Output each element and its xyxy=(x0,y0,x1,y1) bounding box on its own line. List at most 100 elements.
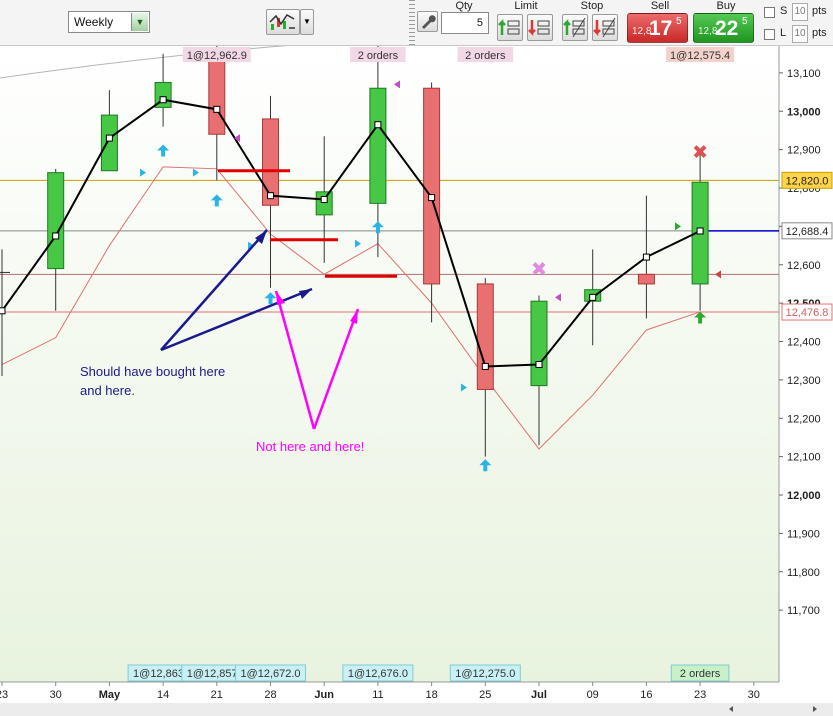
x-tick-label: 18 xyxy=(425,689,437,701)
x-tick-label: 30 xyxy=(50,689,62,701)
candle-body xyxy=(47,172,65,270)
annotation-arrow xyxy=(160,229,268,351)
candle-body xyxy=(208,53,226,135)
close-point-marker xyxy=(320,196,328,204)
y-tick-label: 12,300 xyxy=(787,375,821,387)
x-tick-label: 16 xyxy=(640,689,652,701)
close-point-marker xyxy=(213,105,221,113)
order-label: 2 orders xyxy=(358,50,399,62)
price-level-label: 12,820.0 xyxy=(786,175,829,187)
x-tick-label: 28 xyxy=(264,689,276,701)
price-chart[interactable]: 13,20013,10013,00012,90012,80012,70012,6… xyxy=(0,46,833,716)
stop-buy-button[interactable] xyxy=(562,14,588,41)
close-point-marker xyxy=(428,194,436,202)
annotation-arrow xyxy=(160,287,313,352)
chart-type-icon xyxy=(269,14,295,30)
buy-arrow-icon xyxy=(479,459,492,472)
timeframe-value: Weekly xyxy=(74,15,114,29)
order-label: 1@12,863.0 xyxy=(133,668,193,680)
price-axis xyxy=(779,46,833,716)
sell-price-prefix: 12,8 xyxy=(632,26,652,37)
quantity-input[interactable]: 5 xyxy=(441,12,489,34)
sell-price-main: 17 xyxy=(649,17,673,40)
order-label: 1@12,575.4 xyxy=(670,50,730,62)
close-point-marker xyxy=(481,362,489,370)
candle-body xyxy=(530,300,548,387)
order-label-box[interactable] xyxy=(350,47,406,62)
buy-price-prefix: 12,8 xyxy=(698,26,718,37)
limit-checkbox[interactable] xyxy=(764,29,775,40)
close-price-line xyxy=(1,98,701,368)
order-label-box[interactable] xyxy=(670,664,730,682)
buy-arrow-icon xyxy=(264,292,277,305)
signal-triangle-icon xyxy=(555,293,561,302)
x-tick-label: May xyxy=(99,689,121,701)
time-axis xyxy=(0,682,779,702)
annotation-arrowhead xyxy=(255,230,267,244)
x-tick-label: 30 xyxy=(748,689,760,701)
candle-body xyxy=(262,118,279,206)
candle-body xyxy=(637,273,655,285)
y-tick-label: 12,200 xyxy=(787,413,821,425)
x-tick-label: Jul xyxy=(531,689,547,701)
close-point-marker xyxy=(267,192,274,200)
x-tick-label: 14 xyxy=(157,689,169,701)
price-level-label-box xyxy=(781,303,833,321)
x-tick-label: 25 xyxy=(479,689,491,701)
trading-toolbar: Weekly ▼ ▼ Qty 5 Limit xyxy=(0,0,833,46)
y-tick-label: 11,700 xyxy=(787,605,820,617)
candle-body xyxy=(476,283,494,390)
stop-checkbox-label: S xyxy=(780,5,788,17)
sell-cross-icon xyxy=(693,145,707,158)
annotation-arrowhead xyxy=(276,291,285,305)
buy-price-fraction: 5 xyxy=(742,16,748,27)
order-label-box[interactable] xyxy=(235,664,306,682)
order-label-box[interactable] xyxy=(666,47,735,62)
signal-triangle-icon xyxy=(715,270,721,279)
sell-label: Sell xyxy=(650,0,670,12)
close-point-marker xyxy=(696,227,704,235)
limit-sell-button[interactable] xyxy=(527,14,553,41)
timeframe-dropdown[interactable]: Weekly ▼ xyxy=(68,11,150,33)
stop-sell-button[interactable] xyxy=(592,14,618,41)
order-label-box[interactable] xyxy=(457,47,514,62)
buy-arrow-icon xyxy=(210,194,223,207)
close-point-marker xyxy=(0,307,6,315)
sell-button[interactable]: 12,8 17 5 xyxy=(627,13,688,43)
order-label-box[interactable] xyxy=(342,664,414,682)
price-level-label-box xyxy=(781,222,833,240)
candle-body xyxy=(423,87,441,285)
limit-buy-button[interactable] xyxy=(497,14,523,41)
candle-body xyxy=(100,114,118,172)
stop-checkbox[interactable] xyxy=(764,7,775,18)
order-label: 1@12,672.0 xyxy=(240,668,300,680)
chevron-down-icon[interactable]: ▼ xyxy=(131,13,148,31)
price-level-label: 12,688.4 xyxy=(786,226,829,238)
y-tick-label: 13,000 xyxy=(787,106,821,118)
y-tick-label: 13,100 xyxy=(787,68,821,80)
limit-pts-label: pts xyxy=(812,27,827,39)
sell-cross-icon xyxy=(532,262,546,276)
scroll-right-icon[interactable] xyxy=(813,706,817,712)
chart-type-dropdown-button[interactable]: ▼ xyxy=(300,9,314,35)
horizontal-scrollbar[interactable] xyxy=(0,703,833,716)
price-level-label-box xyxy=(781,171,833,189)
x-tick-label: 23 xyxy=(694,689,706,701)
stop-points-input[interactable]: 10 xyxy=(792,3,808,21)
chart-type-button[interactable] xyxy=(266,9,300,35)
order-label-box[interactable] xyxy=(182,47,251,62)
signal-triangle-icon xyxy=(394,80,400,89)
close-point-marker xyxy=(159,96,167,104)
limit-points-input[interactable]: 10 xyxy=(792,25,808,43)
stop-label: Stop xyxy=(580,0,604,12)
limit-checkbox-label: L xyxy=(780,27,787,39)
settings-button[interactable] xyxy=(417,11,438,32)
candlestick-chart[interactable]: 13,20013,10013,00012,90012,80012,70012,6… xyxy=(0,46,833,716)
annotation-arrowhead xyxy=(350,309,358,324)
stop-buy-icon xyxy=(563,17,586,38)
scroll-left-icon[interactable] xyxy=(729,706,733,712)
y-tick-label: 12,000 xyxy=(787,490,821,502)
buy-arrow-icon xyxy=(157,144,170,157)
order-label-box[interactable] xyxy=(449,664,521,682)
buy-button[interactable]: 12,8 22 5 xyxy=(693,13,754,43)
